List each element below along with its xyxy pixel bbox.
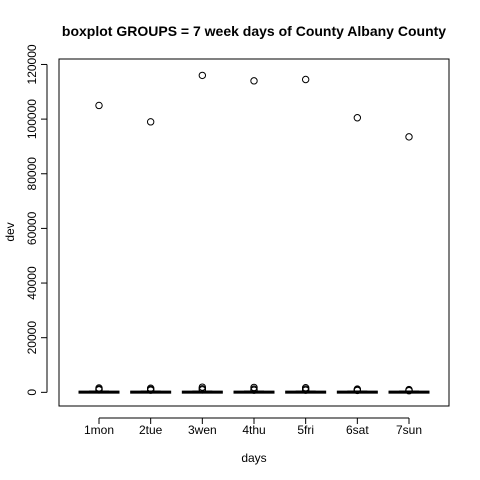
outlier-point: [146, 118, 155, 126]
outlier-point: [198, 386, 207, 394]
outlier-point: [405, 386, 413, 395]
box-6sat: [336, 114, 378, 395]
y-tick-label: 120000: [25, 44, 39, 84]
y-tick-label: 20000: [25, 321, 39, 355]
x-axis: 1mon 2tue 3wen 4thu 5fri 6sat 7sun: [84, 417, 422, 437]
outlier-point: [301, 75, 310, 84]
plot-frame: [58, 58, 450, 407]
outlier-point: [198, 71, 207, 80]
box-1mon: [78, 101, 120, 394]
box-7sun: [388, 133, 430, 395]
x-tick-label: 3wen: [188, 423, 217, 437]
chart-title: boxplot GROUPS = 7 week days of County A…: [62, 23, 446, 39]
x-tick-label: 5fri: [297, 423, 314, 437]
outlier-point: [146, 386, 155, 394]
outlier-point: [95, 101, 103, 110]
box-5fri: [285, 75, 327, 394]
x-tick-label: 4thu: [242, 423, 265, 437]
box-2tue: [130, 118, 172, 394]
outlier-point: [95, 386, 103, 394]
y-tick-label: 80000: [25, 157, 39, 191]
outlier-point: [353, 386, 362, 395]
y-tick-label: 40000: [25, 266, 39, 300]
y-axis-label: dev: [3, 222, 17, 241]
box-4thu: [233, 77, 275, 394]
outlier-point: [250, 386, 258, 394]
y-axis: 0 20000 40000 60000 80000 100000 120000: [25, 44, 48, 396]
y-tick-label: 100000: [25, 99, 39, 139]
outlier-point: [405, 133, 413, 141]
x-tick-label: 2tue: [139, 423, 163, 437]
outlier-point: [250, 77, 258, 85]
y-tick-label: 0: [25, 389, 39, 396]
x-tick-label: 7sun: [396, 423, 422, 437]
x-axis-label: days: [241, 451, 266, 465]
box-3wen: [181, 71, 223, 394]
outlier-point: [353, 114, 362, 122]
x-tick-label: 1mon: [84, 423, 114, 437]
x-tick-label: 6sat: [346, 423, 369, 437]
y-tick-label: 60000: [25, 211, 39, 245]
outlier-point: [301, 386, 310, 394]
boxes-group: [78, 71, 430, 395]
